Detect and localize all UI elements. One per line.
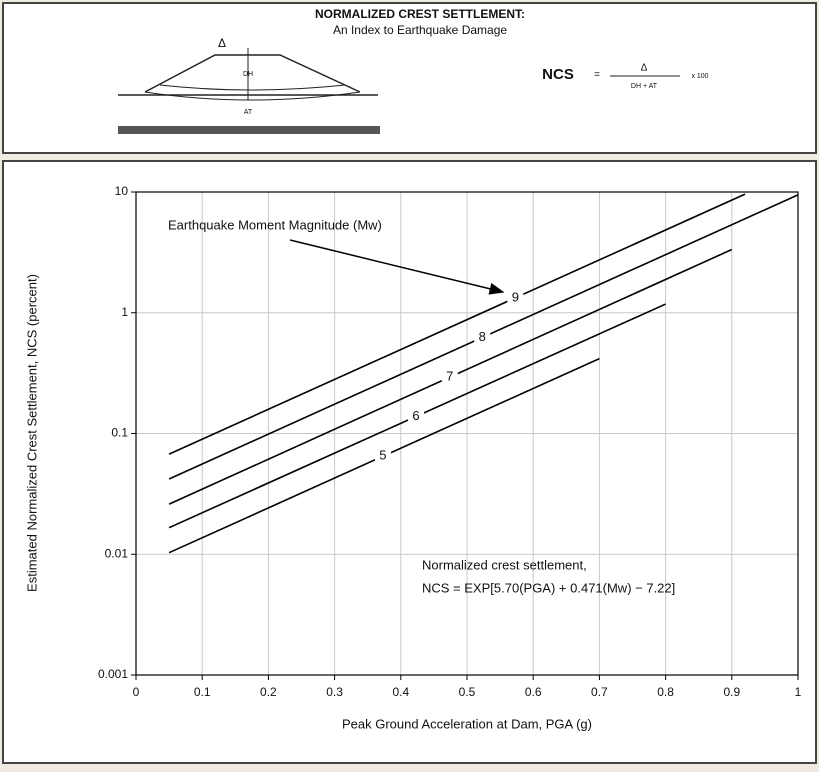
x-tick-label: 0 <box>133 685 140 699</box>
label-bg <box>474 329 491 346</box>
y-tick-label: 0.01 <box>105 546 129 560</box>
diagram-delta: Δ <box>218 36 226 50</box>
series-label: 6 <box>412 408 419 423</box>
x-tick-label: 0.8 <box>657 685 674 699</box>
formula-num: Δ <box>641 63 648 74</box>
y-tick-label: 1 <box>121 305 128 319</box>
y-tick-label: 10 <box>115 184 129 198</box>
annotation-arrow <box>289 239 505 295</box>
formula-lhs: NCS <box>542 66 574 83</box>
dam-diagram <box>118 48 380 134</box>
x-tick-label: 1 <box>795 685 802 699</box>
x-tick-label: 0.3 <box>326 685 343 699</box>
chart-panel <box>2 160 817 764</box>
label-bg <box>374 448 391 465</box>
series-label: 7 <box>446 369 453 384</box>
annotation: Earthquake Moment Magnitude (Mw) <box>168 217 382 232</box>
x-tick-label: 0.7 <box>591 685 608 699</box>
x-axis-label: Peak Ground Acceleration at Dam, PGA (g) <box>342 716 592 731</box>
series-label: 8 <box>479 329 486 344</box>
formula-note: Normalized crest settlement, <box>422 557 587 572</box>
formula-eq: = <box>594 70 600 81</box>
y-axis-label: Estimated Normalized Crest Settlement, N… <box>24 274 39 592</box>
x-tick-label: 0.2 <box>260 685 277 699</box>
formula-note: NCS = EXP[5.70(PGA) + 0.471(Mw) − 7.22] <box>422 580 675 595</box>
x-tick-label: 0.6 <box>525 685 542 699</box>
series-line <box>168 193 746 455</box>
y-tick-label: 0.1 <box>111 426 128 440</box>
diagram-dh: DH <box>243 71 253 78</box>
x-tick-label: 0.5 <box>459 685 476 699</box>
label-bg <box>408 408 425 425</box>
plot: 9 8 7 6 5 <box>168 193 799 554</box>
diagram-at: AT <box>244 109 253 116</box>
x-tick-label: 0.9 <box>723 685 740 699</box>
header-subtitle: An Index to Earthquake Damage <box>333 23 507 37</box>
y-tick-label: 0.001 <box>98 667 128 681</box>
header-title: NORMALIZED CREST SETTLEMENT: <box>315 7 525 21</box>
x-tick-label: 0.1 <box>194 685 211 699</box>
formula-mult: x 100 <box>691 73 708 80</box>
series-label: 5 <box>379 448 386 463</box>
series-label: 9 <box>512 289 519 304</box>
x-tick-label: 0.4 <box>392 685 409 699</box>
label-bg <box>441 369 458 386</box>
label-bg <box>507 289 524 306</box>
formula-den: DH + AT <box>631 83 658 90</box>
